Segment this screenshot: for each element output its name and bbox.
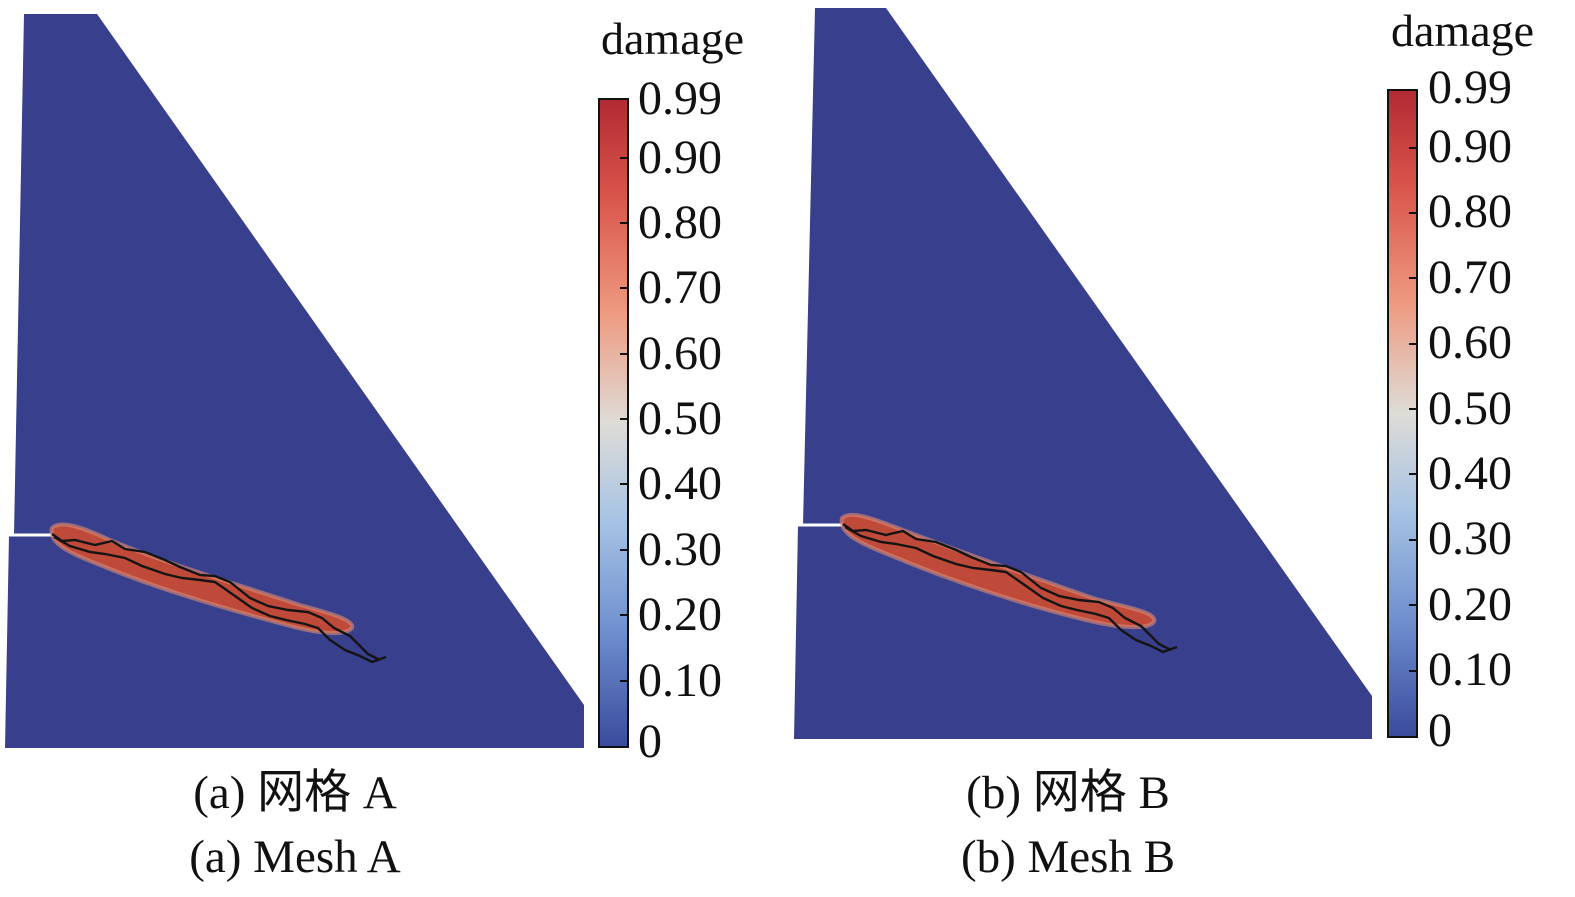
colorbar-title: damage bbox=[601, 13, 745, 64]
colorbar-tick-label: 0 bbox=[638, 715, 662, 768]
colorbar bbox=[1387, 89, 1418, 738]
colorbar-ticks bbox=[620, 157, 628, 682]
colorbar-tick-label: 0.30 bbox=[638, 523, 722, 576]
colorbar-tick-label: 0.70 bbox=[1428, 251, 1512, 304]
dam-body bbox=[794, 8, 1372, 739]
colorbar-tick-label: 0.20 bbox=[1428, 578, 1512, 631]
colorbar-tick-label: 0.40 bbox=[1428, 447, 1512, 500]
experimental-crack-2 bbox=[844, 525, 1178, 654]
panel-b: damage 0.99 0.90 0.80 0.70 0.60 0.50 0.4… bbox=[788, 0, 1575, 897]
damage-zone bbox=[49, 522, 355, 636]
colorbar-tick-label: 0.70 bbox=[638, 261, 722, 314]
experimental-crack-1 bbox=[842, 523, 1172, 652]
colorbar-tick-label: 0.20 bbox=[638, 588, 722, 641]
colorbar-tick-label: 0.90 bbox=[1428, 120, 1512, 173]
caption-chinese: (a) 网格 A bbox=[193, 767, 397, 819]
colorbar-tick-label: 0.99 bbox=[638, 72, 722, 125]
dam-figure-a bbox=[5, 14, 629, 748]
colorbar-tick-label: 0.99 bbox=[1428, 61, 1512, 114]
experimental-crack-2 bbox=[53, 535, 387, 664]
caption-english: (b) Mesh B bbox=[960, 831, 1176, 883]
colorbar-tick-label: 0 bbox=[1428, 704, 1452, 757]
colorbar-title: damage bbox=[1391, 5, 1535, 56]
colorbar bbox=[598, 98, 629, 748]
colorbar-tick-label: 0.80 bbox=[1428, 185, 1512, 238]
colorbar-tick-label: 0.90 bbox=[638, 131, 722, 184]
dam-body bbox=[5, 14, 584, 748]
panel-a: damage 0.99 0.90 0.80 0.70 0.60 0.50 0.4… bbox=[5, 13, 745, 883]
caption-english: (a) Mesh A bbox=[189, 831, 401, 883]
colorbar-tick-label: 0.50 bbox=[1428, 382, 1512, 435]
colorbar-tick-label: 0.30 bbox=[1428, 512, 1512, 565]
caption-chinese: (b) 网格 B bbox=[966, 767, 1170, 819]
colorbar-tick-label: 0.40 bbox=[638, 457, 722, 510]
colorbar-ticks bbox=[1409, 147, 1417, 672]
colorbar-tick-label: 0.10 bbox=[638, 654, 722, 707]
colorbar-tick-label: 0.10 bbox=[1428, 643, 1512, 696]
colorbar-tick-label: 0.80 bbox=[638, 196, 722, 249]
colorbar-tick-label: 0.60 bbox=[1428, 316, 1512, 369]
colorbar-tick-label: 0.60 bbox=[638, 327, 722, 380]
experimental-crack-1 bbox=[51, 533, 381, 662]
dam-figure-b bbox=[794, 8, 1418, 739]
colorbar-tick-label: 0.50 bbox=[638, 392, 722, 445]
